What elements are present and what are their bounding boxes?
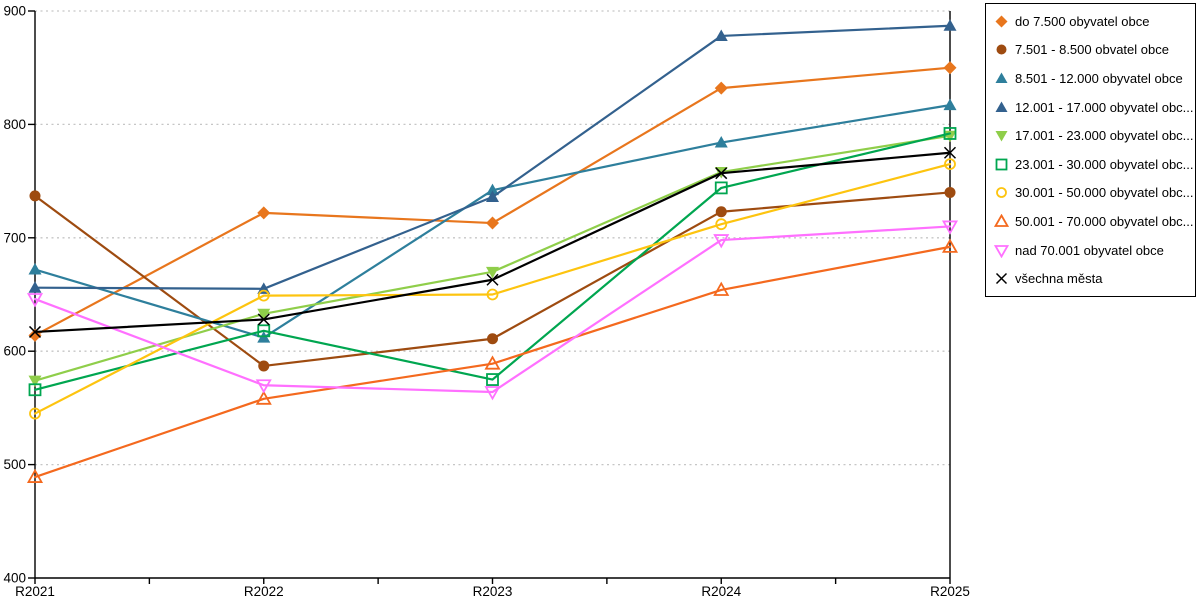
legend-item: do 7.500 obyvatel obce (994, 8, 1195, 35)
series-marker (257, 289, 270, 302)
legend-item-label: 23.001 - 30.000 obyvatel obc... (1015, 156, 1194, 172)
series-marker (713, 234, 730, 249)
series-marker (943, 19, 957, 31)
y-axis-label: 700 (3, 230, 26, 245)
series-marker (486, 266, 499, 279)
diamond-filled-legend-icon (995, 15, 1008, 28)
legend-item-label: 7.501 - 8.500 obvatel obce (1015, 42, 1169, 58)
series-line-5 (33, 132, 952, 391)
series-marker (714, 81, 728, 95)
series-marker (486, 216, 499, 230)
series-marker (29, 407, 41, 420)
series-marker (28, 375, 42, 388)
series-marker (28, 383, 42, 397)
y-axis-label: 500 (3, 457, 26, 472)
legend-item: 17.001 - 23.000 obyvatel obc... (994, 122, 1195, 149)
y-axis-label: 400 (3, 571, 26, 586)
x-cross-legend-icon (995, 273, 1008, 285)
series-line-7 (33, 245, 952, 479)
series-marker (941, 238, 959, 253)
series-marker (484, 355, 501, 370)
y-axis-label: 900 (3, 4, 26, 19)
circle-open-legend-icon (996, 187, 1007, 199)
legend-item: všechna města (994, 265, 1195, 292)
triangle-down-filled-legend-icon (995, 131, 1008, 142)
series-marker (943, 61, 957, 75)
legend-item: 50.001 - 70.000 obyvatel obc... (994, 208, 1195, 235)
series-marker (715, 206, 727, 218)
series-line-8 (33, 225, 952, 394)
series-marker (26, 293, 44, 308)
triangle-up-filled-legend-icon (995, 101, 1008, 112)
x-axis-label: R2021 (15, 584, 55, 599)
y-axis-label: 600 (3, 344, 26, 359)
triangle-up-filled-legend-icon (995, 72, 1008, 83)
triangle-up-open-legend-icon (994, 214, 1009, 227)
series-marker (714, 136, 728, 148)
legend-item-label: 12.001 - 17.000 obyvatel obc... (1015, 99, 1194, 115)
series-marker (715, 167, 728, 180)
legend: do 7.500 obyvatel obce 7.501 - 8.500 obva… (985, 3, 1196, 297)
legend-item-label: nad 70.001 obyvatel obce (1015, 242, 1164, 258)
series-marker (26, 468, 44, 483)
series-marker (486, 183, 499, 196)
y-axis-label: 800 (3, 117, 26, 132)
series-marker (28, 281, 42, 293)
series-marker (28, 325, 42, 338)
legend-item-label: 30.001 - 50.000 obyvatel obc... (1015, 185, 1194, 201)
series-marker (257, 206, 271, 220)
series-marker (714, 29, 728, 41)
circle-filled-legend-icon (996, 44, 1007, 55)
x-axis-label: R2025 (930, 584, 970, 599)
series-marker (944, 186, 956, 198)
series-marker (28, 263, 42, 275)
legend-item: 23.001 - 30.000 obyvatel obc... (994, 151, 1195, 178)
legend-item: nad 70.001 obyvatel obce (994, 237, 1195, 264)
series-marker (943, 127, 957, 140)
series-marker (255, 390, 272, 405)
legend-item: 30.001 - 50.000 obyvatel obc... (994, 179, 1195, 206)
line-chart: 400 500 600 700 800 900 R2021 R2022 R2023 R2024 R2… (3, 4, 970, 600)
legend-item: 8.501 - 12.000 obyvatel obce (994, 65, 1195, 92)
triangle-down-open-legend-icon (994, 244, 1009, 258)
series-marker (486, 273, 499, 286)
series-marker (944, 158, 956, 170)
series-line-9 (33, 151, 952, 334)
series-marker (484, 386, 501, 401)
series-marker (715, 218, 728, 231)
legend-item: 7.501 - 8.500 obvatel obce (994, 36, 1195, 63)
series-marker (255, 379, 272, 394)
legend-item-label: 50.001 - 70.000 obyvatel obc... (1015, 214, 1194, 229)
series-marker (487, 333, 498, 345)
legend-item-label: do 7.500 obyvatel obce (1015, 13, 1150, 29)
series-marker (258, 360, 270, 372)
series-marker (486, 288, 499, 301)
series-marker (257, 313, 270, 326)
series-marker (257, 308, 271, 321)
series-marker (943, 146, 957, 159)
series-marker (257, 324, 271, 338)
legend-item-label: 17.001 - 23.000 obyvatel obc... (1015, 128, 1194, 144)
series-marker (486, 373, 499, 386)
legend-item-label: 8.501 - 12.000 obyvatel obce (1015, 70, 1183, 86)
series-marker (714, 181, 728, 195)
legend-item: 12.001 - 17.000 obyvatel obc... (994, 94, 1195, 121)
x-axis-label: R2022 (244, 584, 284, 599)
series-marker (941, 220, 959, 235)
square-open-legend-icon (995, 158, 1008, 171)
series-marker (943, 98, 957, 111)
x-axis-label: R2023 (473, 584, 513, 599)
series-marker (29, 190, 41, 202)
legend-item-label: všechna města (1015, 271, 1103, 287)
series-line-6 (33, 162, 952, 415)
series-marker (713, 281, 730, 296)
x-axis-label: R2024 (701, 584, 741, 599)
series-marker (486, 190, 499, 202)
